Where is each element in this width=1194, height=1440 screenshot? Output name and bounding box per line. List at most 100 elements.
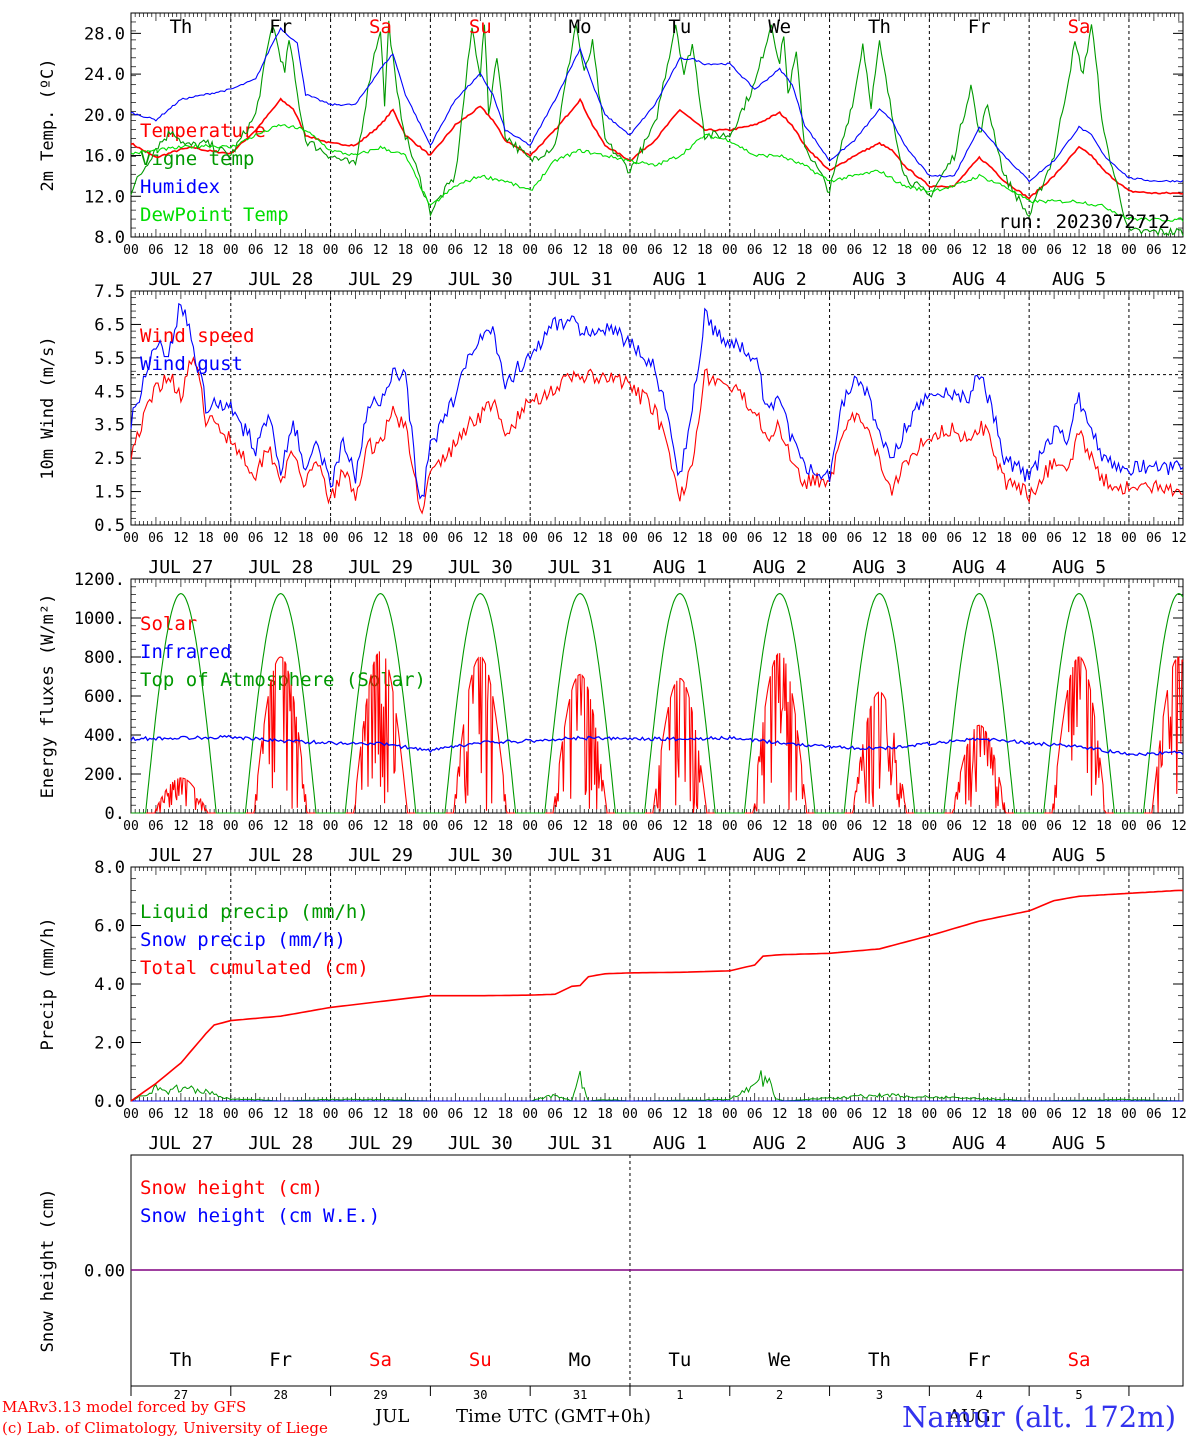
date-label: AUG 2	[753, 845, 807, 866]
hour-tick-label: 00	[323, 819, 339, 834]
hour-tick-label: 00	[423, 531, 439, 546]
hour-tick-label: 18	[797, 243, 813, 258]
y-tick-label: 16.0	[84, 147, 125, 167]
date-label: AUG 5	[1052, 557, 1106, 578]
hour-tick-label: 06	[547, 243, 563, 258]
day-name: Th	[868, 16, 891, 38]
legend-label: Snow height (cm)	[140, 1177, 323, 1199]
hour-tick-label: 06	[547, 819, 563, 834]
date-label: JUL 31	[548, 845, 613, 866]
hour-tick-label: 00	[123, 819, 139, 834]
y-axis-title: Precip (mm/h)	[38, 917, 58, 1050]
hour-tick-label: 12	[572, 243, 588, 258]
day-number: 2	[776, 1388, 783, 1402]
hour-tick-label: 00	[1021, 243, 1037, 258]
hour-tick-label: 12	[872, 1107, 888, 1122]
date-label: JUL 31	[548, 269, 613, 290]
hour-tick-label: 12	[772, 531, 788, 546]
hour-tick-label: 12	[472, 1107, 488, 1122]
hour-tick-label: 12	[273, 1107, 289, 1122]
legend-label: Temperature	[140, 120, 266, 142]
hour-tick-label: 06	[647, 243, 663, 258]
day-name: Mo	[569, 1349, 592, 1371]
day-number: 29	[373, 1388, 387, 1402]
hour-tick-label: 18	[497, 1107, 513, 1122]
hour-tick-label: 12	[672, 243, 688, 258]
hour-tick-label: 06	[946, 531, 962, 546]
hour-tick-label: 06	[148, 1107, 164, 1122]
hour-tick-label: 06	[148, 819, 164, 834]
panel-frame	[130, 12, 1184, 238]
hour-tick-label: 00	[1021, 819, 1037, 834]
hour-tick-label: 06	[747, 819, 763, 834]
hour-tick-label: 00	[522, 243, 538, 258]
y-tick-label: 0.5	[94, 516, 125, 536]
y-tick-label: 4.5	[94, 382, 125, 402]
hour-tick-label: 18	[298, 243, 314, 258]
hour-tick-label: 00	[1021, 531, 1037, 546]
hour-tick-label: 12	[1171, 531, 1187, 546]
hour-tick-label: 00	[1021, 1107, 1037, 1122]
hour-tick-label: 06	[847, 531, 863, 546]
y-tick-label: 600.	[84, 687, 125, 707]
y-tick-label: 2.0	[94, 1034, 125, 1054]
day-number: 3	[876, 1388, 883, 1402]
hour-tick-label: 18	[1096, 1107, 1112, 1122]
hour-tick-label: 06	[348, 243, 364, 258]
date-label: JUL 31	[548, 1133, 613, 1154]
hour-tick-label: 12	[373, 1107, 389, 1122]
panel-frame	[130, 290, 1184, 526]
y-tick-label: 1200.	[74, 570, 125, 590]
date-label: JUL 29	[348, 1133, 413, 1154]
hour-tick-label: 06	[747, 531, 763, 546]
hour-tick-label: 18	[697, 1107, 713, 1122]
series-temperature	[130, 97, 1183, 200]
legend-label: Infrared	[140, 641, 232, 663]
date-label: AUG 4	[952, 845, 1006, 866]
hour-tick-label: 00	[1121, 531, 1137, 546]
y-tick-label: 6.0	[94, 917, 125, 937]
y-tick-label: 20.0	[84, 106, 125, 126]
hour-tick-label: 00	[323, 243, 339, 258]
hour-tick-label: 06	[747, 1107, 763, 1122]
hour-tick-label: 12	[173, 243, 189, 258]
day-name: Su	[469, 1349, 492, 1371]
time-axis-title: Time UTC (GMT+0h)	[456, 1406, 651, 1427]
hour-tick-label: 18	[497, 531, 513, 546]
hour-tick-label: 12	[273, 819, 289, 834]
hour-tick-label: 18	[597, 243, 613, 258]
hour-tick-label: 12	[173, 819, 189, 834]
hour-tick-label: 00	[223, 819, 239, 834]
day-name: Fr	[968, 16, 991, 38]
hour-tick-label: 06	[847, 819, 863, 834]
day-number: 1	[676, 1388, 683, 1402]
series-liquid-precip	[130, 1070, 1184, 1102]
hour-tick-label: 06	[1146, 243, 1162, 258]
y-tick-label: 0.0	[94, 1092, 125, 1112]
date-label: JUL 30	[448, 557, 513, 578]
hour-tick-label: 18	[897, 531, 913, 546]
legend-label: Snow precip (mm/h)	[140, 929, 346, 951]
day-name: Fr	[269, 16, 292, 38]
day-name: Tu	[668, 16, 691, 38]
hour-tick-label: 18	[697, 531, 713, 546]
hour-tick-label: 00	[722, 243, 738, 258]
date-label: AUG 2	[753, 557, 807, 578]
hour-tick-label: 18	[797, 1107, 813, 1122]
hour-tick-label: 06	[448, 1107, 464, 1122]
hour-tick-label: 12	[1071, 243, 1087, 258]
hour-tick-label: 06	[248, 1107, 264, 1122]
hour-tick-label: 00	[323, 531, 339, 546]
y-tick-label: 6.5	[94, 315, 125, 335]
hour-tick-label: 06	[1146, 1107, 1162, 1122]
hour-tick-label: 12	[373, 531, 389, 546]
date-label: AUG 4	[952, 269, 1006, 290]
y-tick-label: 1.5	[94, 483, 125, 503]
hour-tick-label: 06	[1046, 1107, 1062, 1122]
y-tick-label: 800.	[84, 648, 125, 668]
y-tick-label: 1000.	[74, 609, 125, 629]
date-label: JUL 31	[548, 557, 613, 578]
series-infrared	[130, 734, 1184, 757]
hour-tick-label: 06	[547, 1107, 563, 1122]
y-tick-label: 400.	[84, 726, 125, 746]
